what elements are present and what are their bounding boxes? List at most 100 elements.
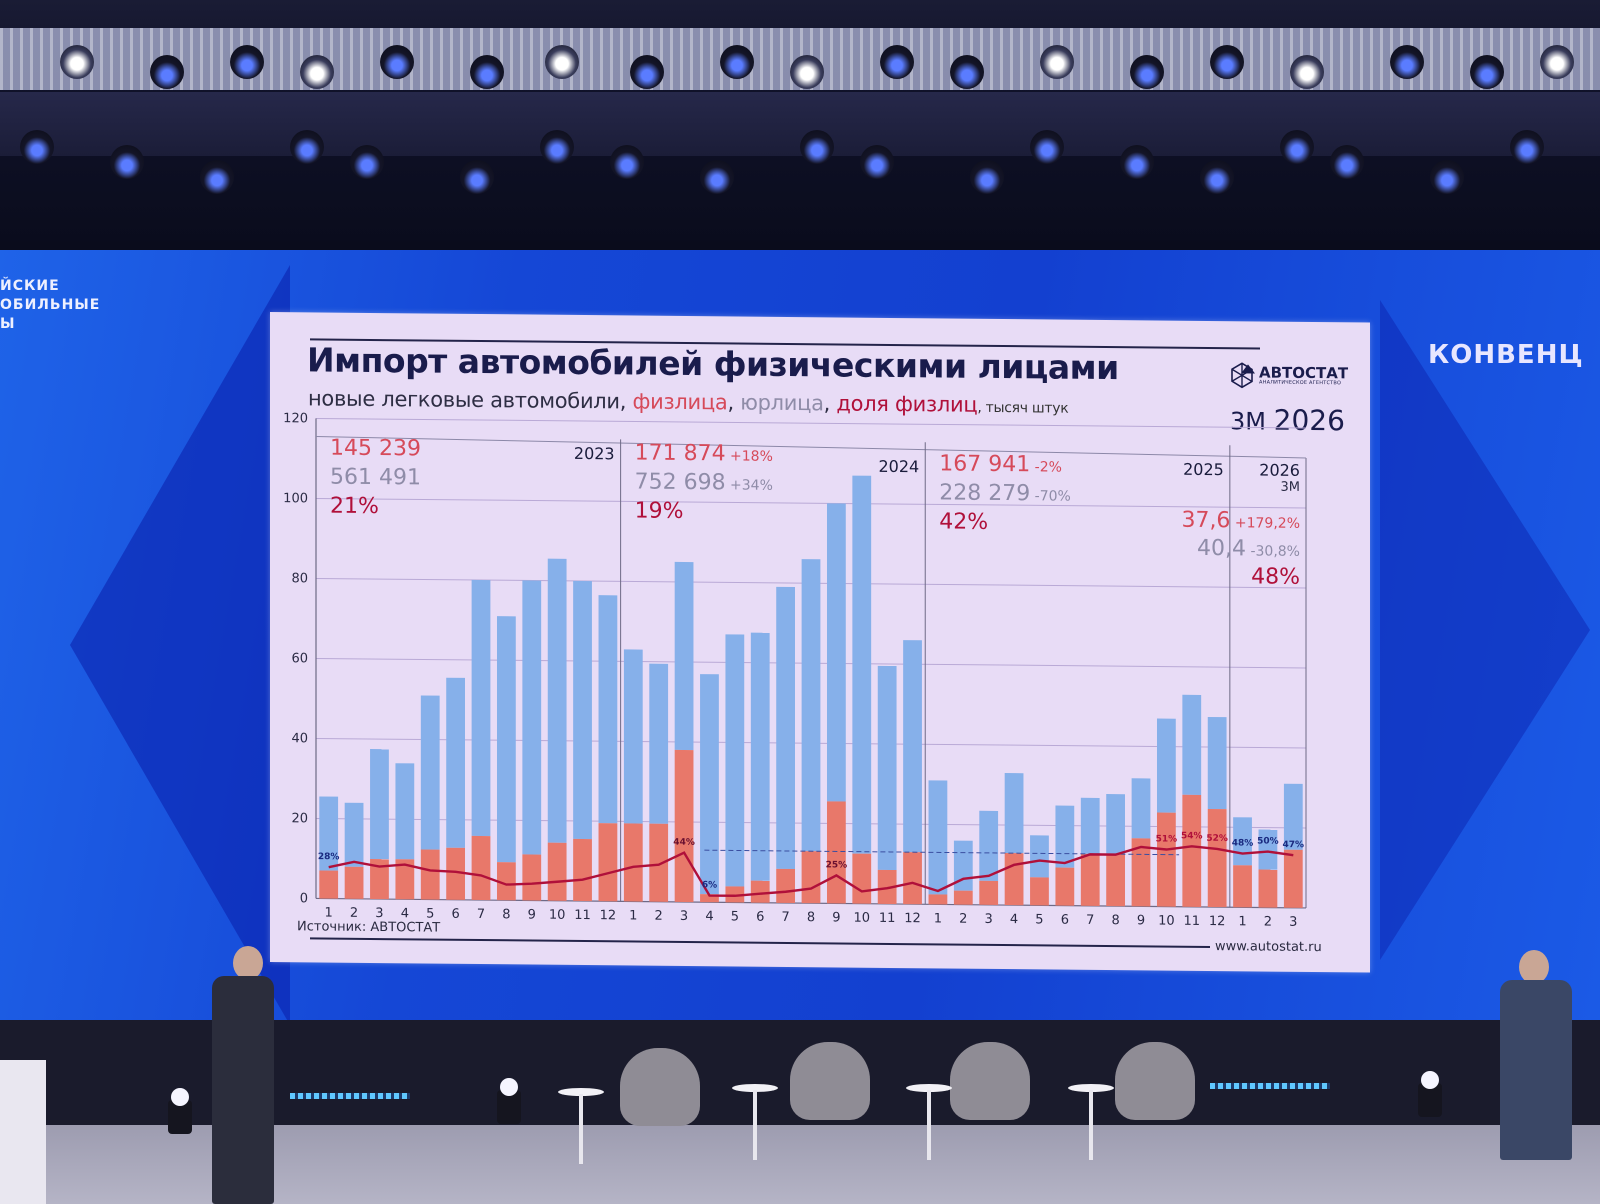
side-table xyxy=(732,1084,778,1160)
stage-light-icon xyxy=(1040,45,1074,79)
share-total: 48% xyxy=(1251,564,1300,589)
bar-fiz xyxy=(1258,869,1278,908)
bar-fiz xyxy=(877,869,897,905)
bar-fiz xyxy=(496,862,516,901)
x-tick-label: 2 xyxy=(959,912,967,927)
x-tick-label: 3 xyxy=(1289,915,1297,930)
bar-yur xyxy=(1106,794,1126,855)
x-tick-label: 1 xyxy=(629,908,637,923)
x-tick-label: 5 xyxy=(426,906,434,921)
bar-fiz xyxy=(319,870,339,899)
bar-yur xyxy=(649,663,669,824)
bar-yur xyxy=(522,580,542,855)
stage-spotlight xyxy=(1418,1071,1442,1117)
armchair xyxy=(790,1042,870,1120)
bar-fiz xyxy=(1131,838,1151,907)
stage-light-icon xyxy=(860,145,894,179)
year-sublabel: 3М xyxy=(1281,480,1300,495)
x-tick-label: 8 xyxy=(1111,913,1119,928)
x-tick-label: 12 xyxy=(904,911,921,926)
share-annotation: 50% xyxy=(1257,836,1279,846)
bar-yur xyxy=(573,580,592,840)
x-tick-label: 3 xyxy=(680,909,688,924)
bar-fiz xyxy=(1106,854,1126,907)
bar-yur xyxy=(471,579,491,837)
bar-fiz xyxy=(547,842,567,901)
stage-light-icon xyxy=(1430,160,1464,194)
bar-fiz xyxy=(826,801,846,904)
autostat-logo-icon xyxy=(1231,362,1255,389)
bar-yur xyxy=(1055,805,1075,868)
stage-light-icon xyxy=(1330,145,1364,179)
bar-fiz xyxy=(649,823,669,902)
x-tick-label: 4 xyxy=(401,906,409,921)
right-banner-text: КОНВЕНЦ xyxy=(1428,340,1584,370)
bar-fiz xyxy=(446,847,466,900)
x-tick-label: 1 xyxy=(1238,914,1246,929)
fiz-total: 37,6 +179,2% xyxy=(1181,508,1300,534)
panel-top-border xyxy=(315,435,1307,459)
bar-yur xyxy=(700,674,719,895)
ceiling xyxy=(0,0,1600,250)
bar-yur xyxy=(319,796,339,871)
stage-light-icon xyxy=(150,55,184,89)
yur-total: 752 698 +34% xyxy=(635,470,773,496)
y-tick-label: 120 xyxy=(283,411,308,426)
speaker-head xyxy=(1519,950,1549,984)
bar-yur xyxy=(1004,773,1024,854)
bar-fiz xyxy=(750,880,770,903)
bar-fiz xyxy=(852,853,872,904)
y-tick-label: 100 xyxy=(283,491,308,506)
side-table xyxy=(906,1084,952,1160)
share-annotation: 47% xyxy=(1283,840,1305,850)
bar-yur xyxy=(598,595,618,824)
bar-fiz xyxy=(1004,853,1024,906)
bar-fiz xyxy=(573,838,592,902)
x-tick-label: 4 xyxy=(705,909,713,924)
fiz-total: 145 239 xyxy=(330,436,421,462)
bar-fiz xyxy=(623,823,643,902)
bar-yur xyxy=(1131,778,1151,839)
bar-yur xyxy=(496,616,516,863)
gridline xyxy=(316,497,1306,509)
x-tick-label: 10 xyxy=(1158,914,1175,929)
left-banner-text: ЙСКИЕ ОБИЛЬНЫЕ Ы xyxy=(0,278,101,332)
bar-fiz xyxy=(903,852,922,905)
x-tick-label: 6 xyxy=(756,910,764,925)
bar-yur xyxy=(1080,797,1100,854)
bar-yur xyxy=(852,475,872,854)
led-wall-decor-right xyxy=(1380,300,1590,960)
x-tick-label: 6 xyxy=(451,907,459,922)
stage-light-icon xyxy=(1510,130,1544,164)
stage-light-icon xyxy=(460,160,494,194)
stage-light-icon xyxy=(350,145,384,179)
x-tick-label: 3 xyxy=(985,912,993,927)
stage-spotlight xyxy=(168,1088,192,1134)
stage-light-icon xyxy=(1540,45,1574,79)
bar-yur xyxy=(776,586,796,870)
bar-fiz xyxy=(1207,809,1227,908)
x-tick-label: 9 xyxy=(1137,913,1145,928)
y-tick-label: 80 xyxy=(291,571,308,586)
stage-light-icon xyxy=(610,145,644,179)
presentation-slide: Импорт автомобилей физическими лицами но… xyxy=(270,312,1370,973)
stage-light-icon xyxy=(790,55,824,89)
bar-fiz xyxy=(801,851,821,904)
x-tick-label: 2 xyxy=(350,906,358,921)
x-tick-label: 5 xyxy=(731,909,739,924)
x-tick-label: 8 xyxy=(807,910,815,925)
share-total: 21% xyxy=(330,494,379,519)
website-link[interactable]: www.autostat.ru xyxy=(1215,939,1322,956)
bar-yur xyxy=(725,634,745,887)
side-table xyxy=(1068,1084,1114,1160)
stage-light-icon xyxy=(1280,130,1314,164)
stage-light-icon xyxy=(1200,160,1234,194)
bar-yur xyxy=(826,503,846,802)
bar-fiz xyxy=(674,749,694,903)
x-tick-label: 10 xyxy=(853,911,870,926)
share-total: 19% xyxy=(635,499,684,524)
stage-light-icon xyxy=(700,160,734,194)
bar-fiz xyxy=(1233,865,1252,908)
x-tick-label: 8 xyxy=(502,907,510,922)
